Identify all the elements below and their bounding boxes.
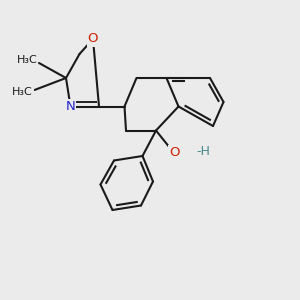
Text: O: O (169, 146, 179, 160)
Text: N: N (66, 100, 75, 113)
Text: H₃C: H₃C (17, 55, 38, 65)
Text: H₃C: H₃C (12, 86, 33, 97)
Text: -H: -H (196, 145, 210, 158)
Text: O: O (88, 32, 98, 46)
